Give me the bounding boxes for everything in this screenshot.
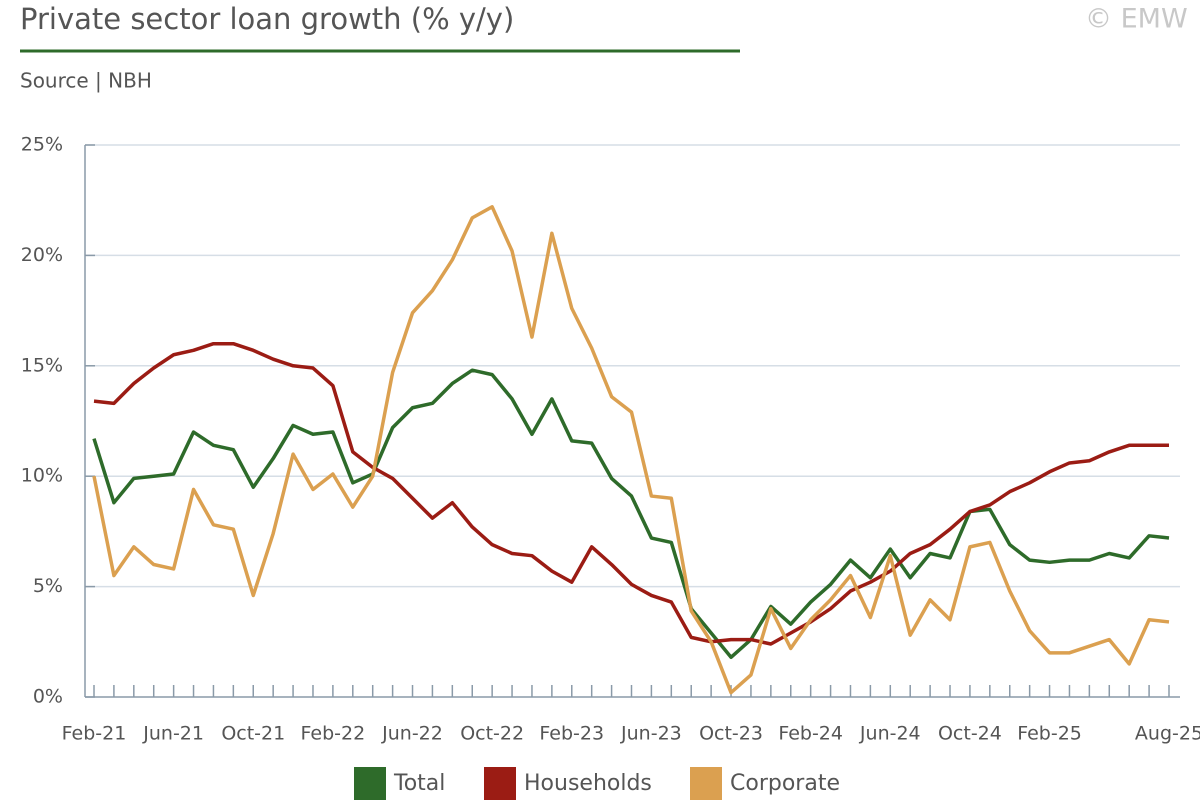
x-tick-label: Oct-21 [221,723,285,745]
series-line [92,205,1170,695]
y-tick-label: 25% [21,134,63,156]
legend-swatch [690,767,722,800]
y-tick-label: 15% [21,354,63,376]
x-tick-label: Jun-22 [381,723,443,745]
legend-swatch [484,767,516,800]
x-tick-label: Oct-24 [938,723,1002,745]
legend-label: Households [524,771,652,796]
x-tick-label: Feb-24 [778,723,843,745]
watermark: © EMW [1085,4,1188,35]
subtitle: Source | NBH [20,69,152,93]
x-tick-label: Oct-22 [460,723,524,745]
y-tick-label: 10% [21,465,63,487]
legend-label: Corporate [730,771,840,796]
x-tick-label: Feb-21 [62,723,127,745]
legend-swatch [354,767,386,800]
x-tick-label: Aug-25 [1135,723,1200,745]
x-tick-label: Jun-23 [620,723,682,745]
y-tick-label: 5% [33,575,63,597]
series-line [92,368,1170,660]
x-tick-label: Jun-21 [142,723,204,745]
x-tick-label: Feb-22 [301,723,366,745]
y-tick-label: 20% [21,244,63,266]
y-tick-label: 0% [33,686,63,708]
chart-title: Private sector loan growth (% y/y) [20,2,514,36]
series-line [93,341,1169,646]
legend-label: Total [393,771,445,796]
x-tick-label: Feb-23 [539,723,604,745]
x-tick-label: Feb-25 [1017,723,1082,745]
x-tick-label: Oct-23 [699,723,763,745]
x-tick-label: Jun-24 [859,723,921,745]
